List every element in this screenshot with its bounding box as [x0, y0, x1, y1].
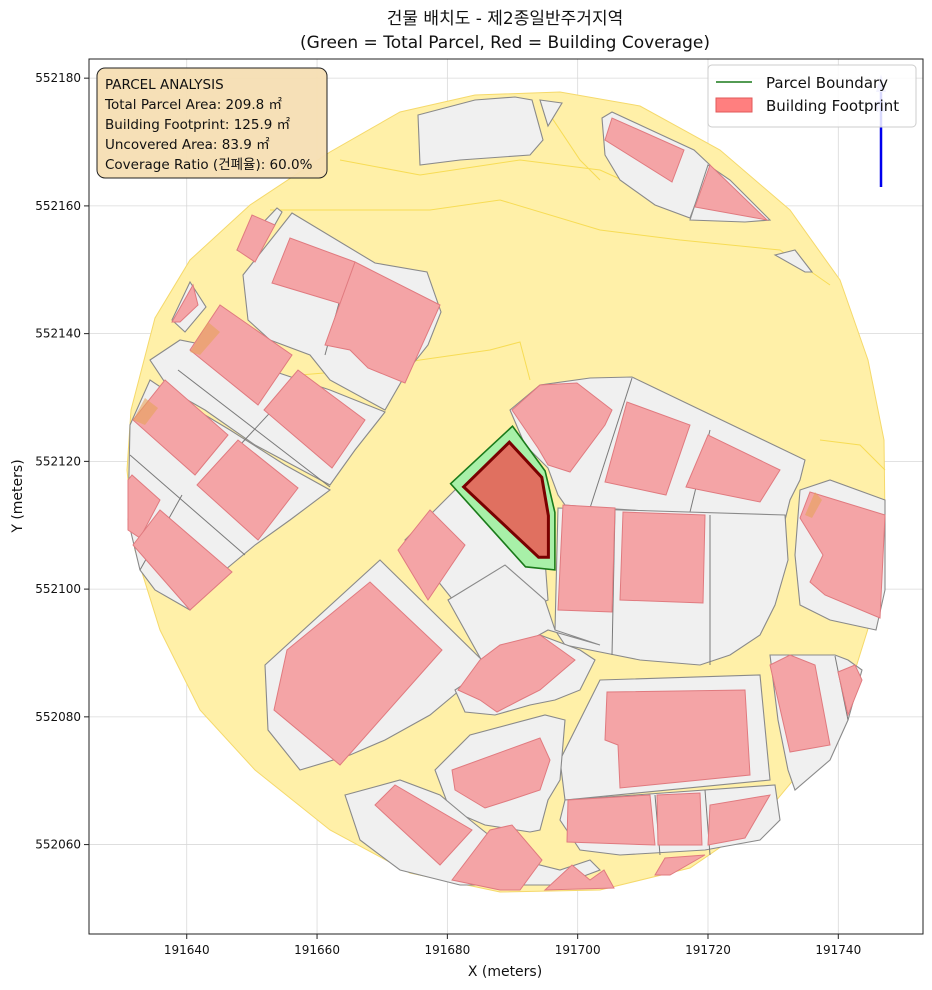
- target-building-footprint: [461, 440, 550, 559]
- y-tick-label: 552100: [35, 582, 81, 596]
- info-total-area: Total Parcel Area: 209.8 ㎡: [104, 97, 282, 113]
- legend: Parcel Boundary Building Footprint: [707, 64, 917, 128]
- block-divider: [589, 377, 633, 509]
- y-tick-label: 552120: [35, 454, 81, 468]
- city-block: [773, 249, 814, 273]
- road-line: [270, 199, 831, 286]
- building-footprint: [236, 214, 276, 263]
- building-footprint: [127, 474, 161, 539]
- y-tick-label: 552080: [35, 710, 81, 724]
- building-footprint: [132, 379, 229, 476]
- building-footprint: [543, 864, 615, 891]
- building-footprint: [694, 164, 769, 221]
- x-tick-label: 191720: [685, 943, 731, 957]
- x-tick-label: 191640: [164, 943, 210, 957]
- info-heading: PARCEL ANALYSIS: [105, 77, 224, 93]
- building-footprint: [557, 504, 616, 613]
- city-block: [417, 96, 544, 166]
- y-axis-label: Y (meters): [10, 459, 26, 533]
- building-footprint: [619, 511, 706, 604]
- building-footprint: [685, 434, 781, 503]
- axes-frame: [88, 58, 924, 935]
- parcel-analysis-box: PARCEL ANALYSIS Total Parcel Area: 209.8…: [96, 67, 328, 179]
- building-footprint: [196, 439, 299, 541]
- info-coverage-ratio: Coverage Ratio (건폐율): 60.0%: [105, 157, 313, 173]
- building-footprint: [451, 824, 543, 891]
- legend-building-swatch: [715, 97, 753, 113]
- x-tick-label: 191680: [424, 943, 470, 957]
- road-line: [539, 99, 601, 181]
- building-footprint: [654, 854, 706, 876]
- x-tick-label: 191740: [815, 943, 861, 957]
- chart-title-line1: 건물 배치도 - 제2종일반주거지역: [387, 9, 623, 29]
- building-footprint: [263, 369, 366, 469]
- building-footprint: [457, 634, 576, 713]
- building-footprint-on-road: [190, 322, 220, 355]
- building-footprint: [324, 261, 441, 384]
- building-footprint-on-road: [805, 492, 822, 518]
- chart-title-line2: (Green = Total Parcel, Red = Building Co…: [300, 33, 710, 53]
- building-footprint: [604, 401, 691, 496]
- y-tick-label: 552180: [35, 71, 81, 85]
- x-tick-label: 191700: [555, 943, 601, 957]
- x-axis-label: X (meters): [468, 964, 542, 980]
- y-tick-label: 552140: [35, 327, 81, 341]
- building-footprint: [769, 654, 831, 753]
- y-tick-label: 552060: [35, 838, 81, 852]
- building-footprint: [132, 509, 233, 611]
- y-axis-ticks: 552180 552160 552140 552120 552100 552080 5520…: [35, 71, 89, 852]
- building-footprint: [799, 491, 886, 619]
- building-footprint-on-road: [133, 398, 158, 425]
- x-tick-label: 191660: [294, 943, 340, 957]
- building-footprint: [397, 509, 466, 601]
- legend-building-label: Building Footprint: [766, 97, 899, 115]
- building-footprint: [837, 664, 863, 717]
- building-footprint: [171, 283, 199, 323]
- legend-parcel-label: Parcel Boundary: [766, 74, 888, 92]
- block-divider: [129, 454, 246, 556]
- building-footprint: [566, 794, 656, 846]
- building-footprint: [273, 581, 443, 766]
- info-uncovered: Uncovered Area: 83.9 ㎡: [105, 137, 270, 153]
- building-footprint: [604, 117, 685, 183]
- building-footprint: [656, 792, 703, 846]
- road-line: [819, 439, 886, 471]
- city-block: [539, 99, 563, 128]
- building-footprint: [511, 382, 613, 473]
- y-tick-label: 552160: [35, 199, 81, 213]
- info-footprint: Building Footprint: 125.9 ㎡: [105, 117, 291, 133]
- map-layers: [126, 91, 886, 893]
- building-footprint: [707, 794, 771, 846]
- building-footprint: [374, 784, 473, 866]
- x-axis-ticks: 191640 191660 191680 191700 191720 191740: [164, 934, 861, 957]
- building-footprint: [604, 689, 751, 789]
- building-footprint: [451, 737, 551, 809]
- block-divider: [177, 369, 331, 488]
